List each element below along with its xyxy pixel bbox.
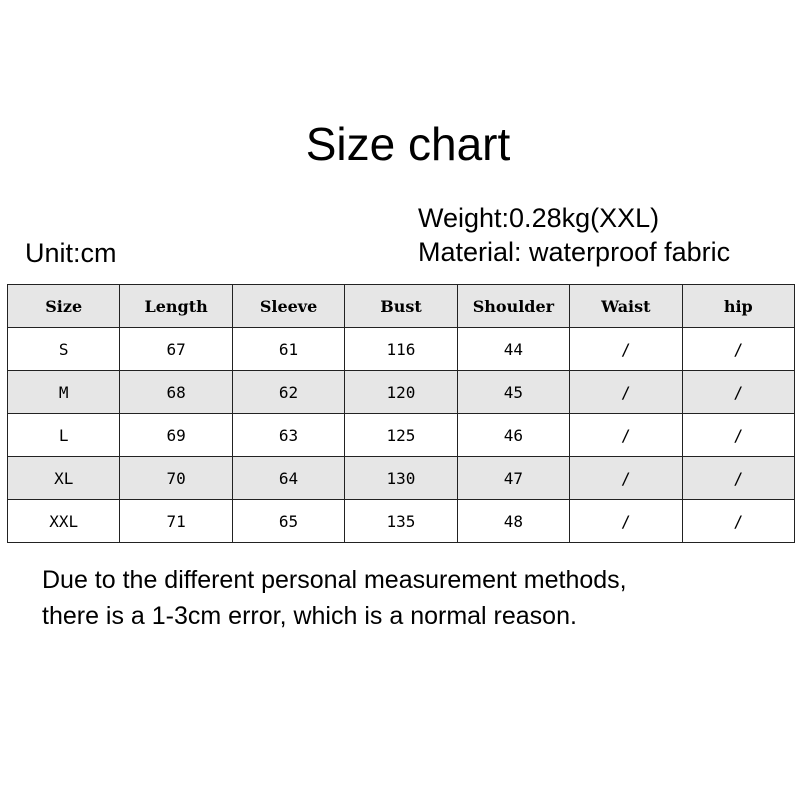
table-cell: 47 [456,456,571,500]
table-cell: / [569,456,683,500]
table-cell: XXL [6,499,121,543]
table-row: L 69 63 125 46// [6,413,796,457]
size-table: Size Length Sleeve Bust Shoulder Waist hip S 67… [6,284,796,543]
material-info: Material: waterproof fabric [418,237,731,267]
table-cell: 67 [119,327,233,371]
column-header: Size [6,284,121,328]
table-cell: 45 [456,370,571,414]
table-cell: 64 [231,456,346,500]
table-cell: 125 [344,413,458,457]
table-cell: / [681,499,796,543]
table-cell: 70 [119,456,233,500]
table-cell: 130 [344,456,458,500]
column-header: Sleeve [231,284,346,328]
table-cell: 61 [231,327,346,371]
table-row: S 67 61 116 44// [6,327,796,371]
table-cell: 71 [119,499,233,543]
table-cell: 46 [456,413,571,457]
column-header: Shoulder [456,284,571,328]
page-title: Size chart [305,118,511,170]
table-cell: 48 [456,499,571,543]
table-cell: L [6,413,121,457]
table-cell: 63 [231,413,346,457]
table-cell: / [569,327,683,371]
table-cell: 62 [231,370,346,414]
table-cell: M [6,370,121,414]
table-cell: 44 [456,327,571,371]
table-cell: / [569,370,683,414]
table-row: M 68 62 120 45// [6,370,796,414]
weight-info: Weight:0.28kg(XXL) [418,203,660,233]
table-row: XXL 71 65 135 48// [6,499,796,543]
disclaimer-line-2: there is a 1-3cm error, which is a norma… [42,602,577,630]
table-cell: 116 [344,327,458,371]
table-cell: 69 [119,413,233,457]
disclaimer-line-1: Due to the different personal measuremen… [42,566,627,594]
table-cell: / [681,370,796,414]
table-row: XL 70 64 130 47// [6,456,796,500]
table-cell: 135 [344,499,458,543]
table-cell: / [681,456,796,500]
column-header: hip [681,284,796,328]
table-cell: 120 [344,370,458,414]
table-cell: S [6,327,121,371]
table-cell: 68 [119,370,233,414]
table-cell: / [569,499,683,543]
table-cell: / [681,413,796,457]
table-cell: / [569,413,683,457]
table-header-row: Size Length Sleeve Bust Shoulder Waist hip [6,284,796,328]
column-header: Bust [344,284,458,328]
table-cell: XL [6,456,121,500]
table-cell: 65 [231,499,346,543]
column-header: Length [119,284,233,328]
unit-label: Unit:cm [25,238,117,268]
column-header: Waist [569,284,683,328]
table-cell: / [681,327,796,371]
